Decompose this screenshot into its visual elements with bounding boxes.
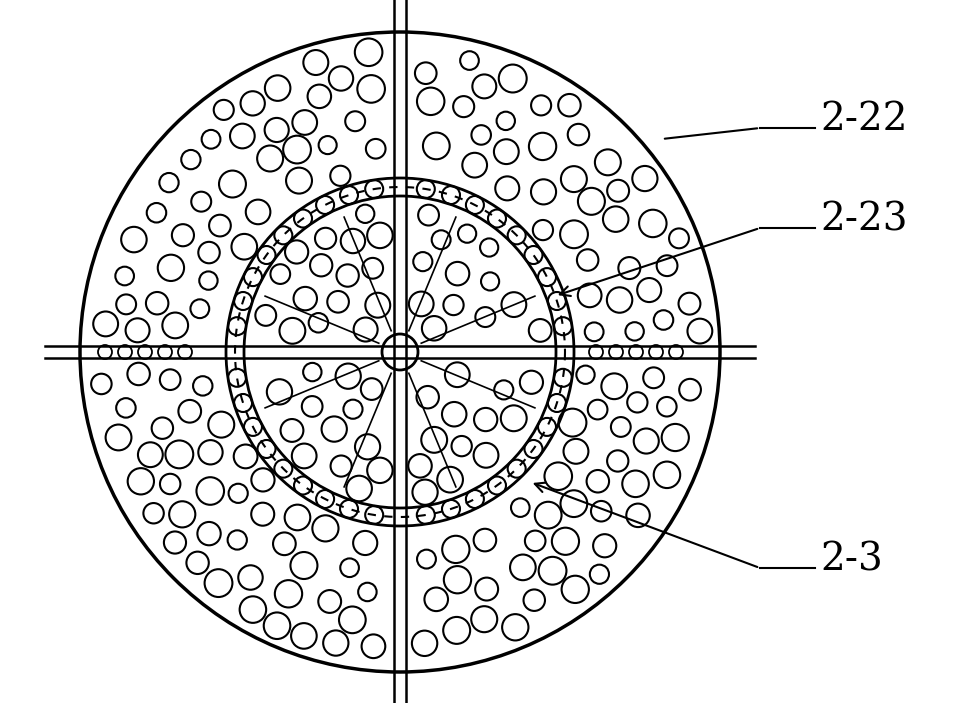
Text: 2-23: 2-23 [820, 202, 908, 238]
Text: 2-22: 2-22 [820, 101, 908, 138]
Text: 2-3: 2-3 [820, 541, 883, 579]
